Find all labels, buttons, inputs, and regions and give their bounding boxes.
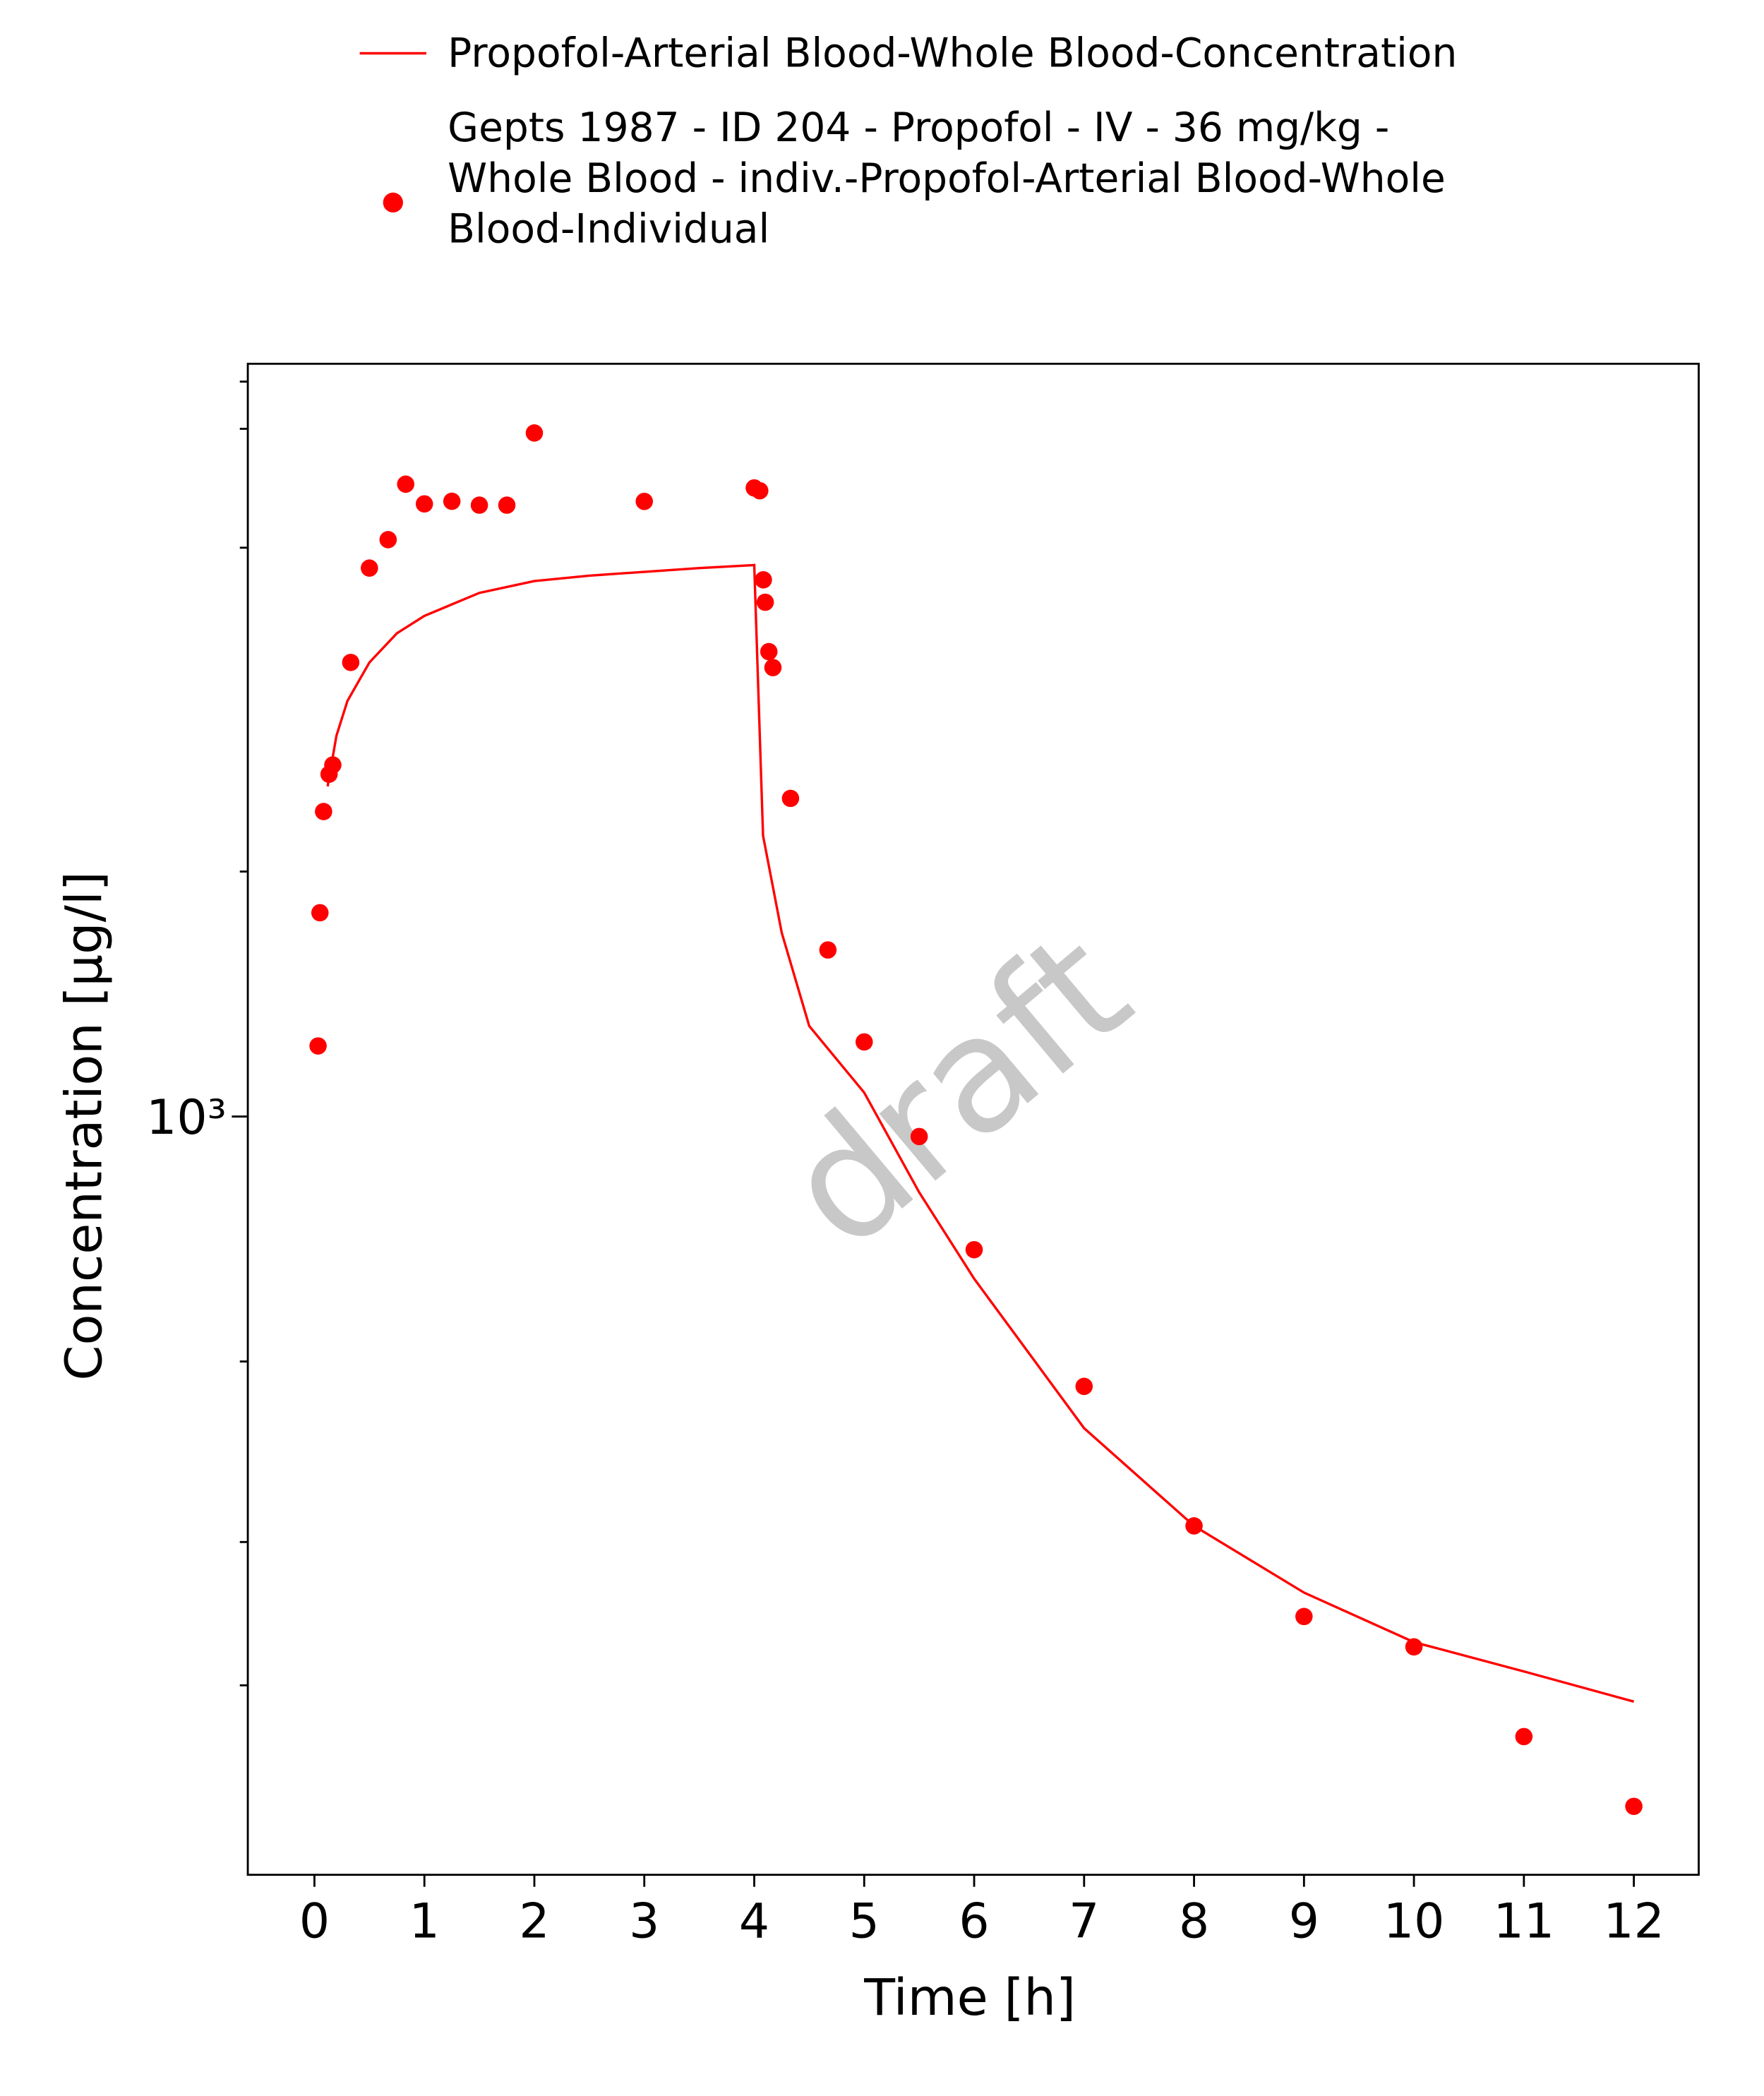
x-tick-label: 11 <box>1494 1893 1554 1949</box>
watermark: draft <box>752 897 1163 1285</box>
x-tick-label: 6 <box>959 1893 989 1949</box>
data-point <box>1075 1377 1093 1396</box>
x-tick-label: 7 <box>1069 1893 1099 1949</box>
legend-label: Gepts 1987 - ID 204 - Propofol - IV - 36… <box>448 105 1446 253</box>
x-tick-label: 10 <box>1384 1893 1444 1949</box>
data-point <box>470 496 488 514</box>
data-point <box>361 559 378 577</box>
data-point <box>856 1033 873 1051</box>
data-point <box>764 659 782 676</box>
data-point <box>751 481 769 500</box>
x-tick-label: 3 <box>629 1893 659 1949</box>
data-point <box>755 571 772 589</box>
data-point <box>498 496 516 514</box>
x-axis-label: Time [h] <box>863 1968 1076 2027</box>
data-point <box>1515 1727 1533 1746</box>
x-tick-label: 5 <box>849 1893 880 1949</box>
data-line <box>326 563 1635 1703</box>
x-tick-label: 1 <box>409 1893 440 1949</box>
x-tick-label: 12 <box>1603 1893 1664 1949</box>
data-point <box>781 789 800 808</box>
data-point <box>819 941 837 959</box>
data-point <box>1295 1607 1313 1626</box>
data-point <box>965 1240 983 1259</box>
y-axis-label: Concentration [µg/l] <box>54 871 113 1380</box>
legend-marker <box>383 192 403 213</box>
legend-label: Propofol-Arterial Blood-Whole Blood-Conc… <box>448 30 1458 78</box>
legend-entry: Propofol-Arterial Blood-Whole Blood-Conc… <box>448 30 1458 78</box>
data-point <box>415 495 433 513</box>
x-tick-label: 2 <box>519 1893 549 1949</box>
x-tick-label: 0 <box>299 1893 330 1949</box>
data-point <box>1185 1517 1203 1535</box>
x-tick-label: 4 <box>739 1893 769 1949</box>
data-point <box>342 654 360 671</box>
data-point <box>379 531 397 549</box>
data-point <box>443 492 461 510</box>
x-tick-label: 8 <box>1179 1893 1209 1949</box>
data-point <box>1625 1797 1643 1815</box>
data-point <box>324 756 342 774</box>
data-point <box>315 803 332 820</box>
data-point <box>309 1037 327 1055</box>
data-point <box>910 1127 928 1146</box>
data-point <box>525 424 544 442</box>
x-tick-label: 9 <box>1289 1893 1319 1949</box>
data-point <box>397 475 415 493</box>
data-point <box>756 593 774 611</box>
data-point <box>760 642 778 661</box>
data-point <box>311 904 329 922</box>
data-point <box>1405 1638 1423 1656</box>
y-tick-label: 10³ <box>146 1090 227 1146</box>
legend-entry: Gepts 1987 - ID 204 - Propofol - IV - 36… <box>448 105 1446 253</box>
data-point <box>635 492 654 510</box>
